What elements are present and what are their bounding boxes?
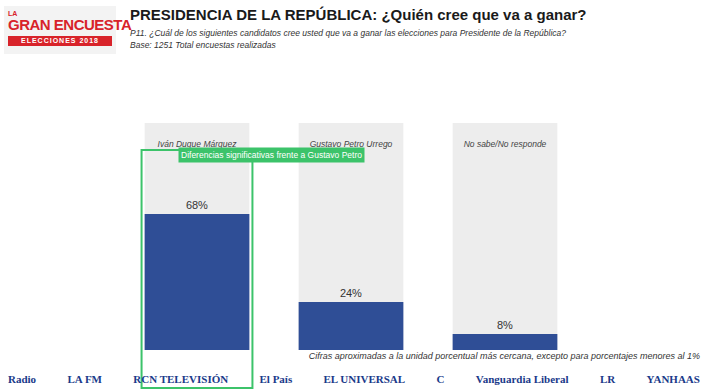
html-text:Base: 1251 Total encuestas rea: Base: 1251 Total encuestas realizadas (130, 40, 276, 50)
html-text:LA FM: LA FM (67, 373, 102, 385)
svg-text:Gustavo Petro Urrego: Gustavo Petro Urrego (310, 139, 393, 149)
html-text:Cifras aproximadas a la unidad: Cifras aproximadas a la unidad porcentua… (308, 351, 700, 361)
svg-text:No sabe/No responde: No sabe/No responde (464, 139, 547, 149)
html-text:ELECCIONES 2018: ELECCIONES 2018 (21, 37, 99, 44)
svg-text:Diferencias significativas fre: Diferencias significativas frente a Gust… (181, 150, 362, 160)
html-text:LR: LR (599, 373, 616, 385)
html-text:Radio: Radio (8, 373, 37, 385)
svg-text:24%: 24% (340, 287, 362, 299)
html-text:El País: El País (259, 373, 293, 385)
html-text:LA: LA (8, 10, 18, 17)
html-text:PRESIDENCIA DE LA REPÚBLICA: ¿: PRESIDENCIA DE LA REPÚBLICA: ¿Quién cree… (130, 6, 587, 23)
html-text:YANHAAS: YANHAAS (646, 373, 700, 385)
svg-text:68%: 68% (186, 199, 208, 211)
html-text:Vanguardia Liberal: Vanguardia Liberal (475, 373, 569, 385)
html-text:GRAN ENCUESTA: GRAN ENCUESTA (8, 16, 132, 33)
html-text:P11. ¿Cuál de los siguientes c: P11. ¿Cuál de los siguientes candidatos … (130, 28, 566, 38)
html-text:C: C (436, 373, 445, 385)
svg-text:Iván Duque Márquez: Iván Duque Márquez (158, 139, 238, 149)
html-text:RCN TELEVISIÓN: RCN TELEVISIÓN (133, 373, 229, 385)
html-text:EL UNIVERSAL: EL UNIVERSAL (323, 373, 406, 385)
svg-text:8%: 8% (497, 319, 513, 331)
